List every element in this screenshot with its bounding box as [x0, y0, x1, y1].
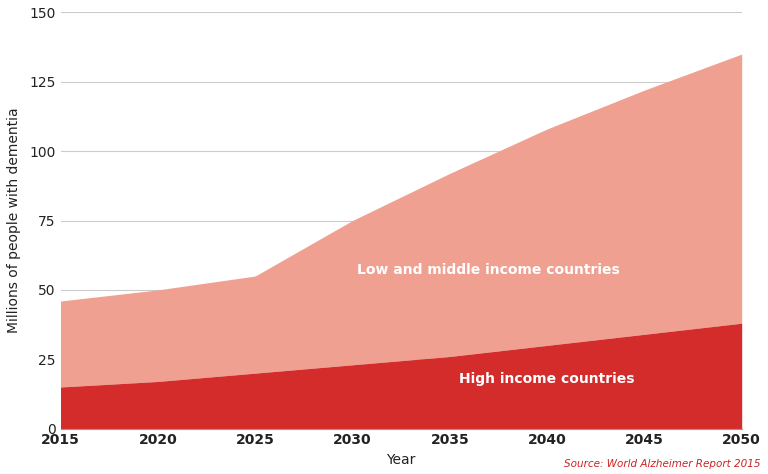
X-axis label: Year: Year	[386, 453, 415, 467]
Text: High income countries: High income countries	[459, 372, 635, 386]
Text: Low and middle income countries: Low and middle income countries	[357, 264, 620, 277]
Text: Source: World Alzheimer Report 2015: Source: World Alzheimer Report 2015	[564, 459, 760, 469]
Y-axis label: Millions of people with dementia: Millions of people with dementia	[7, 108, 21, 333]
